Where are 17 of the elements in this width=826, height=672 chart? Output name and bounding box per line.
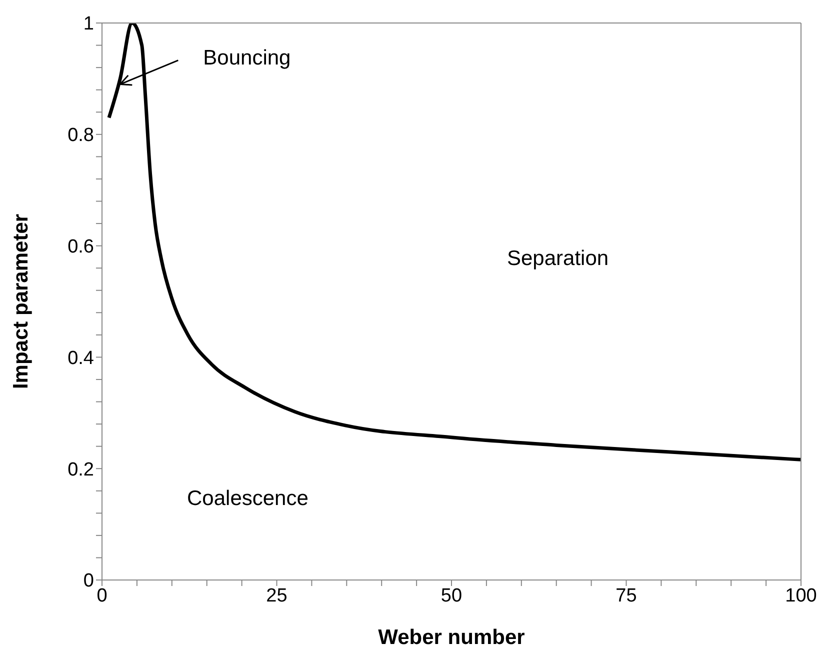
x-tick-label: 0: [96, 585, 108, 606]
x-axis-title: Weber number: [378, 626, 525, 649]
annotation: Coalescence: [187, 487, 308, 511]
x-tick-label: 75: [616, 585, 637, 606]
y-tick-label: 0.2: [68, 459, 94, 480]
x-tick-label: 100: [785, 585, 817, 606]
y-tick-label: 0.8: [68, 125, 94, 146]
line-series: [107, 23, 801, 462]
annotation: Separation: [507, 247, 609, 271]
y-tick-label: 1: [83, 14, 94, 35]
y-tick-label: 0.4: [68, 348, 94, 369]
x-tick-label: 25: [266, 585, 288, 606]
annotation: Bouncing: [203, 46, 291, 70]
y-axis-title: Impact parameter: [9, 214, 32, 390]
y-tick-label: 0.6: [68, 236, 94, 258]
y-tick-label: 0: [83, 570, 94, 592]
x-tick-label: 50: [440, 585, 462, 606]
